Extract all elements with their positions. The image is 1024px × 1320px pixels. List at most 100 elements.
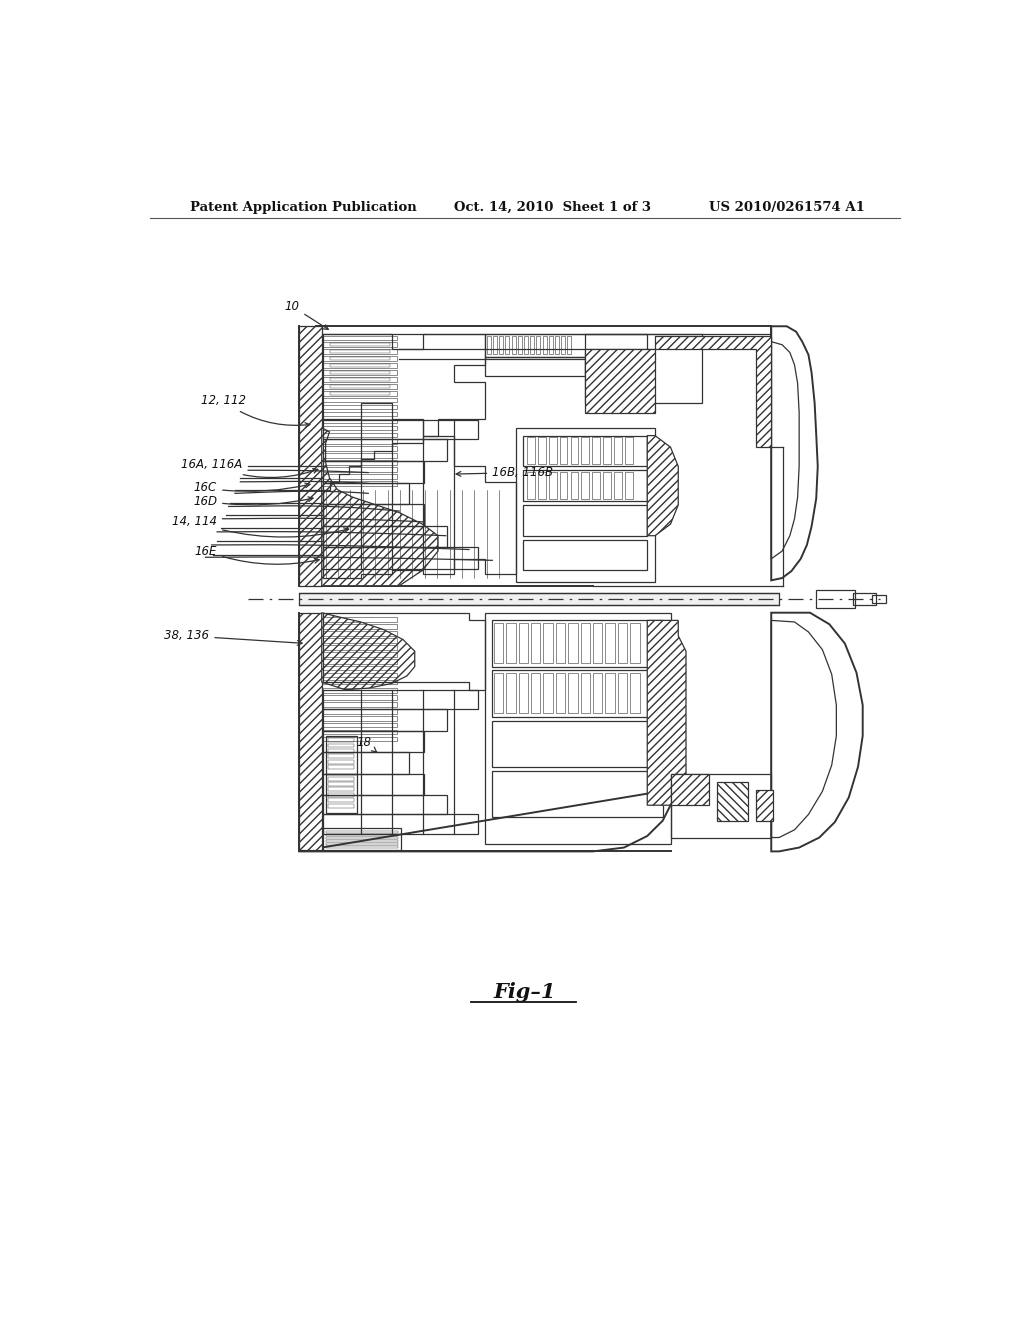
Bar (484, 334, 647, 358)
Text: 16A, 116A: 16A, 116A (181, 458, 317, 478)
Bar (324, 425, 397, 430)
Bar (324, 702, 397, 706)
Bar (603, 437, 611, 465)
Bar (324, 418, 397, 424)
Bar (593, 623, 602, 663)
Bar (328, 799, 354, 803)
Bar (326, 775, 356, 813)
Bar (617, 673, 627, 713)
Bar (324, 356, 397, 360)
Bar (506, 623, 515, 663)
Bar (324, 378, 397, 381)
Bar (324, 391, 397, 396)
Bar (324, 680, 397, 684)
Text: 16D: 16D (194, 495, 313, 508)
Polygon shape (322, 612, 415, 689)
Bar (538, 471, 546, 499)
Bar (556, 673, 565, 713)
Bar (324, 688, 397, 693)
Bar (328, 804, 354, 808)
Bar (816, 590, 855, 609)
Bar (324, 730, 397, 734)
Bar (326, 837, 398, 840)
Bar (324, 723, 397, 727)
Bar (324, 730, 424, 752)
Bar (324, 483, 409, 504)
Text: 16C: 16C (194, 482, 310, 495)
Bar (549, 471, 557, 499)
Bar (523, 436, 647, 466)
Polygon shape (299, 612, 322, 850)
Bar (617, 623, 627, 663)
Bar (581, 673, 590, 713)
Bar (324, 342, 397, 347)
Bar (486, 335, 490, 354)
Bar (324, 525, 447, 548)
Bar (330, 385, 390, 388)
Bar (328, 748, 354, 752)
Bar (324, 689, 478, 709)
Bar (537, 335, 541, 354)
Bar (568, 623, 578, 663)
Polygon shape (655, 335, 771, 447)
Bar (853, 593, 876, 605)
Bar (544, 673, 553, 713)
Bar (328, 781, 354, 785)
Bar (586, 350, 655, 413)
Text: 10: 10 (285, 300, 329, 330)
Bar (630, 673, 640, 713)
Bar (506, 335, 509, 354)
Bar (561, 335, 565, 354)
Bar (512, 335, 515, 354)
Bar (326, 846, 398, 849)
Bar (324, 461, 424, 483)
Bar (328, 766, 354, 770)
Bar (324, 548, 478, 569)
Bar (543, 335, 547, 354)
Bar (500, 335, 503, 354)
Polygon shape (647, 436, 678, 536)
Bar (582, 471, 589, 499)
Bar (560, 471, 567, 499)
Bar (328, 793, 354, 797)
Bar (324, 652, 397, 656)
Bar (324, 715, 397, 721)
Bar (330, 350, 390, 354)
Bar (605, 623, 614, 663)
Bar (328, 776, 354, 780)
Bar (324, 638, 397, 643)
Bar (324, 673, 397, 677)
Bar (326, 843, 398, 845)
Bar (330, 358, 390, 360)
Text: Patent Application Publication: Patent Application Publication (190, 201, 417, 214)
Bar (324, 440, 447, 461)
Bar (556, 623, 565, 663)
Bar (494, 673, 503, 713)
Bar (494, 623, 503, 663)
Bar (324, 384, 397, 388)
Bar (328, 755, 354, 758)
Bar (328, 788, 354, 792)
Bar (324, 433, 397, 437)
Bar (330, 343, 390, 346)
Bar (523, 470, 647, 502)
Bar (518, 335, 521, 354)
Bar (324, 829, 400, 850)
Bar (326, 830, 398, 833)
Bar (531, 623, 541, 663)
Bar (538, 437, 546, 465)
Bar (549, 437, 557, 465)
Bar (614, 471, 622, 499)
Text: 16E: 16E (195, 545, 319, 564)
Bar (324, 624, 397, 628)
Text: US 2010/0261574 A1: US 2010/0261574 A1 (710, 201, 865, 214)
Bar (324, 504, 424, 525)
Bar (625, 437, 633, 465)
Bar (324, 659, 397, 664)
Bar (324, 350, 397, 354)
Bar (872, 595, 886, 603)
Bar (326, 737, 356, 775)
Bar (568, 673, 578, 713)
Bar (567, 335, 571, 354)
Bar (493, 335, 497, 354)
